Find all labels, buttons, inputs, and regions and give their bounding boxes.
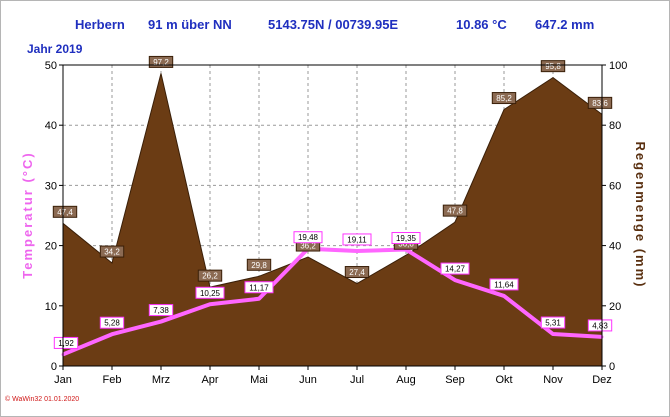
precip-value-label: 34,2 bbox=[104, 248, 120, 257]
temp-point bbox=[502, 294, 506, 298]
plot-border bbox=[62, 64, 603, 367]
y-left-tick-label: 20 bbox=[45, 241, 57, 253]
temp-value-label-box bbox=[342, 233, 372, 246]
precip-value-label-box bbox=[442, 204, 468, 217]
temp-value-label: 5,31 bbox=[545, 319, 561, 328]
y-left-tick-label: 10 bbox=[45, 301, 57, 313]
temp-value-label-box bbox=[293, 231, 323, 244]
temp-point bbox=[355, 249, 359, 253]
precip-value-label: 26,2 bbox=[202, 272, 218, 281]
precip-value-label-box bbox=[491, 92, 517, 105]
precip-value-label: 83,6 bbox=[592, 99, 608, 108]
data-labels: 47,4 34,2 97,2 26,2 29,8 36,2 27,4 36,8 47,8 85,2… bbox=[52, 55, 613, 349]
temp-value-label-box bbox=[489, 278, 519, 291]
precip-value-label-box bbox=[540, 60, 566, 73]
precip-value-label-box bbox=[197, 269, 223, 282]
y-right-tick-label: 0 bbox=[609, 361, 615, 373]
temp-point bbox=[453, 278, 457, 282]
precip-value-label-box bbox=[148, 55, 174, 68]
total-precipitation: 647.2 mm bbox=[535, 17, 595, 32]
precip-area bbox=[62, 73, 603, 367]
x-tick-label: Feb bbox=[103, 374, 122, 386]
precip-value-label: 36,8 bbox=[398, 240, 414, 249]
precip-value-label-box bbox=[344, 266, 370, 279]
temp-value-label-box bbox=[440, 262, 470, 275]
temp-value-label-box bbox=[540, 316, 566, 329]
temp-value-label-box bbox=[587, 319, 613, 332]
temp-value-label: 7,38 bbox=[153, 306, 169, 315]
precip-value-label: 97,2 bbox=[153, 58, 169, 67]
y-right-axis-title: Regenmenge (mm) bbox=[633, 141, 648, 288]
x-tick-label: Nov bbox=[543, 374, 563, 386]
temp-value-label: 11,64 bbox=[494, 280, 514, 289]
x-tick-label: Okt bbox=[495, 374, 512, 386]
precip-value-label: 29,8 bbox=[251, 261, 267, 270]
precip-value-label: 47,8 bbox=[447, 207, 463, 216]
temp-value-label: 19,48 bbox=[298, 233, 319, 242]
precip-value-label: 47,4 bbox=[57, 208, 73, 217]
x-tick-label: Mrz bbox=[152, 374, 170, 386]
precip-value-label: 36,2 bbox=[300, 242, 316, 251]
y-left-tick-label: 50 bbox=[45, 60, 57, 72]
x-tick-label: Sep bbox=[445, 374, 465, 386]
precip-value-label: 95,8 bbox=[545, 62, 561, 71]
precip-value-label-box bbox=[246, 258, 272, 271]
year-label: Jahr 2019 bbox=[27, 42, 83, 56]
precip-value-label: 85,2 bbox=[496, 94, 512, 103]
x-tick-label: Mai bbox=[250, 374, 268, 386]
temp-point bbox=[551, 332, 555, 336]
y-left-tick-label: 40 bbox=[45, 120, 57, 132]
temp-point bbox=[208, 302, 212, 306]
temp-value-label: 19,35 bbox=[396, 234, 417, 243]
axes: 0 10 20 30 40 50 0 20 40 60 80 100 Jan Feb Mrz Apr Mai Ju… bbox=[45, 60, 628, 386]
y-right-tick-label: 40 bbox=[609, 241, 621, 253]
station-coordinates: 5143.75N / 00739.95E bbox=[268, 17, 399, 32]
temp-value-label: 10,25 bbox=[200, 289, 221, 298]
temp-value-label: 1,92 bbox=[58, 339, 74, 348]
x-tick-label: Aug bbox=[396, 374, 416, 386]
y-left-tick-label: 0 bbox=[51, 361, 57, 373]
temp-point bbox=[159, 320, 163, 324]
x-tick-label: Jun bbox=[299, 374, 317, 386]
temp-value-label-box bbox=[195, 286, 225, 299]
y-right-tick-label: 80 bbox=[609, 120, 621, 132]
precip-value-label: 27,4 bbox=[349, 268, 365, 277]
temp-point bbox=[257, 297, 261, 301]
precip-value-label-box bbox=[587, 96, 613, 109]
precip-value-label-box bbox=[99, 245, 125, 258]
temp-value-label: 14,27 bbox=[445, 265, 466, 274]
y-right-tick-label: 100 bbox=[609, 60, 627, 72]
y-left-tick-label: 30 bbox=[45, 180, 57, 192]
temp-value-label-box bbox=[391, 232, 421, 245]
mean-temperature: 10.86 °C bbox=[456, 17, 507, 32]
y-right-tick-label: 60 bbox=[609, 180, 621, 192]
temp-value-label-box bbox=[99, 316, 125, 329]
x-tick-label: Apr bbox=[201, 374, 218, 386]
footer-credit: © WaWin32 01.01.2020 bbox=[5, 396, 80, 403]
temp-value-label: 11,17 bbox=[249, 283, 269, 292]
precip-series bbox=[62, 73, 603, 367]
temp-point bbox=[110, 332, 114, 336]
station-elevation: 91 m über NN bbox=[148, 17, 232, 32]
temp-line bbox=[62, 246, 603, 357]
temp-value-label: 19,11 bbox=[347, 235, 367, 244]
x-tick-label: Jul bbox=[350, 374, 364, 386]
temp-value-label: 5,28 bbox=[104, 319, 120, 328]
y-left-axis-title: Temperatur (°C) bbox=[20, 151, 35, 278]
x-tick-label: Jan bbox=[54, 374, 72, 386]
y-right-tick-label: 20 bbox=[609, 301, 621, 313]
x-tick-label: Dez bbox=[592, 374, 612, 386]
temp-value-label: 4,83 bbox=[592, 321, 608, 330]
precip-value-label-box bbox=[52, 205, 78, 218]
station-name: Herbern bbox=[75, 17, 125, 32]
temp-value-label-box bbox=[244, 281, 274, 294]
temp-value-label-box bbox=[148, 304, 174, 317]
temp-value-label-box bbox=[53, 336, 79, 349]
